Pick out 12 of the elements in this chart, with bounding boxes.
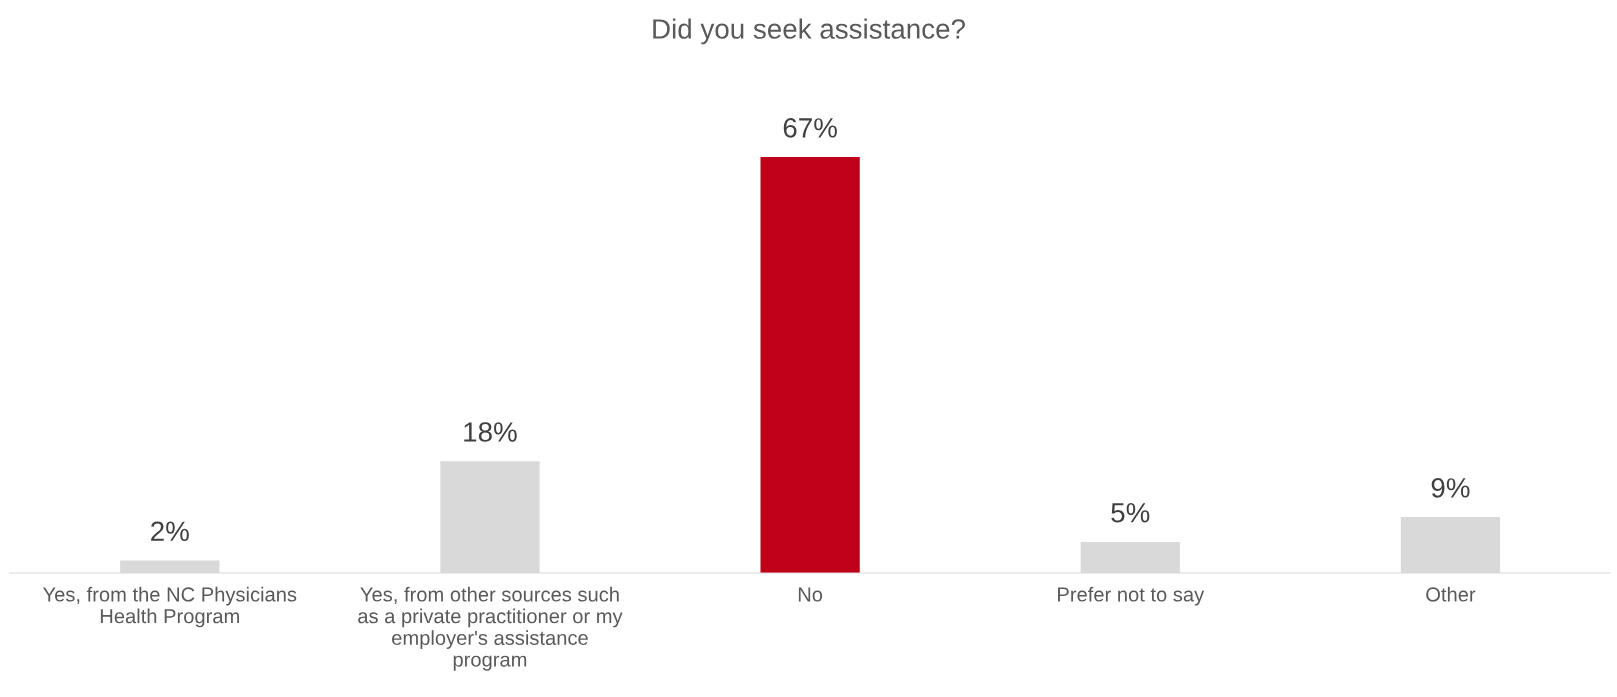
x-tick-label: Prefer not to say (1058, 586, 1205, 606)
data-label: 18% (464, 422, 517, 442)
data-label: 5% (1111, 502, 1150, 523)
x-tick-label: No (798, 587, 823, 602)
x-tick-label: Yes, from the NC Physicians Health Program (43, 586, 297, 628)
data-label: 67% (783, 118, 837, 138)
data-label: 9% (1431, 478, 1470, 498)
chart-title: Did you seek assistance? (653, 18, 965, 45)
data-label: 2% (151, 521, 189, 542)
x-tick-label: Yes, from other sources such as a private practitioner or my employer's assistance program (358, 586, 623, 671)
x-tick-label: Other (1426, 586, 1476, 602)
bar (760, 157, 860, 573)
